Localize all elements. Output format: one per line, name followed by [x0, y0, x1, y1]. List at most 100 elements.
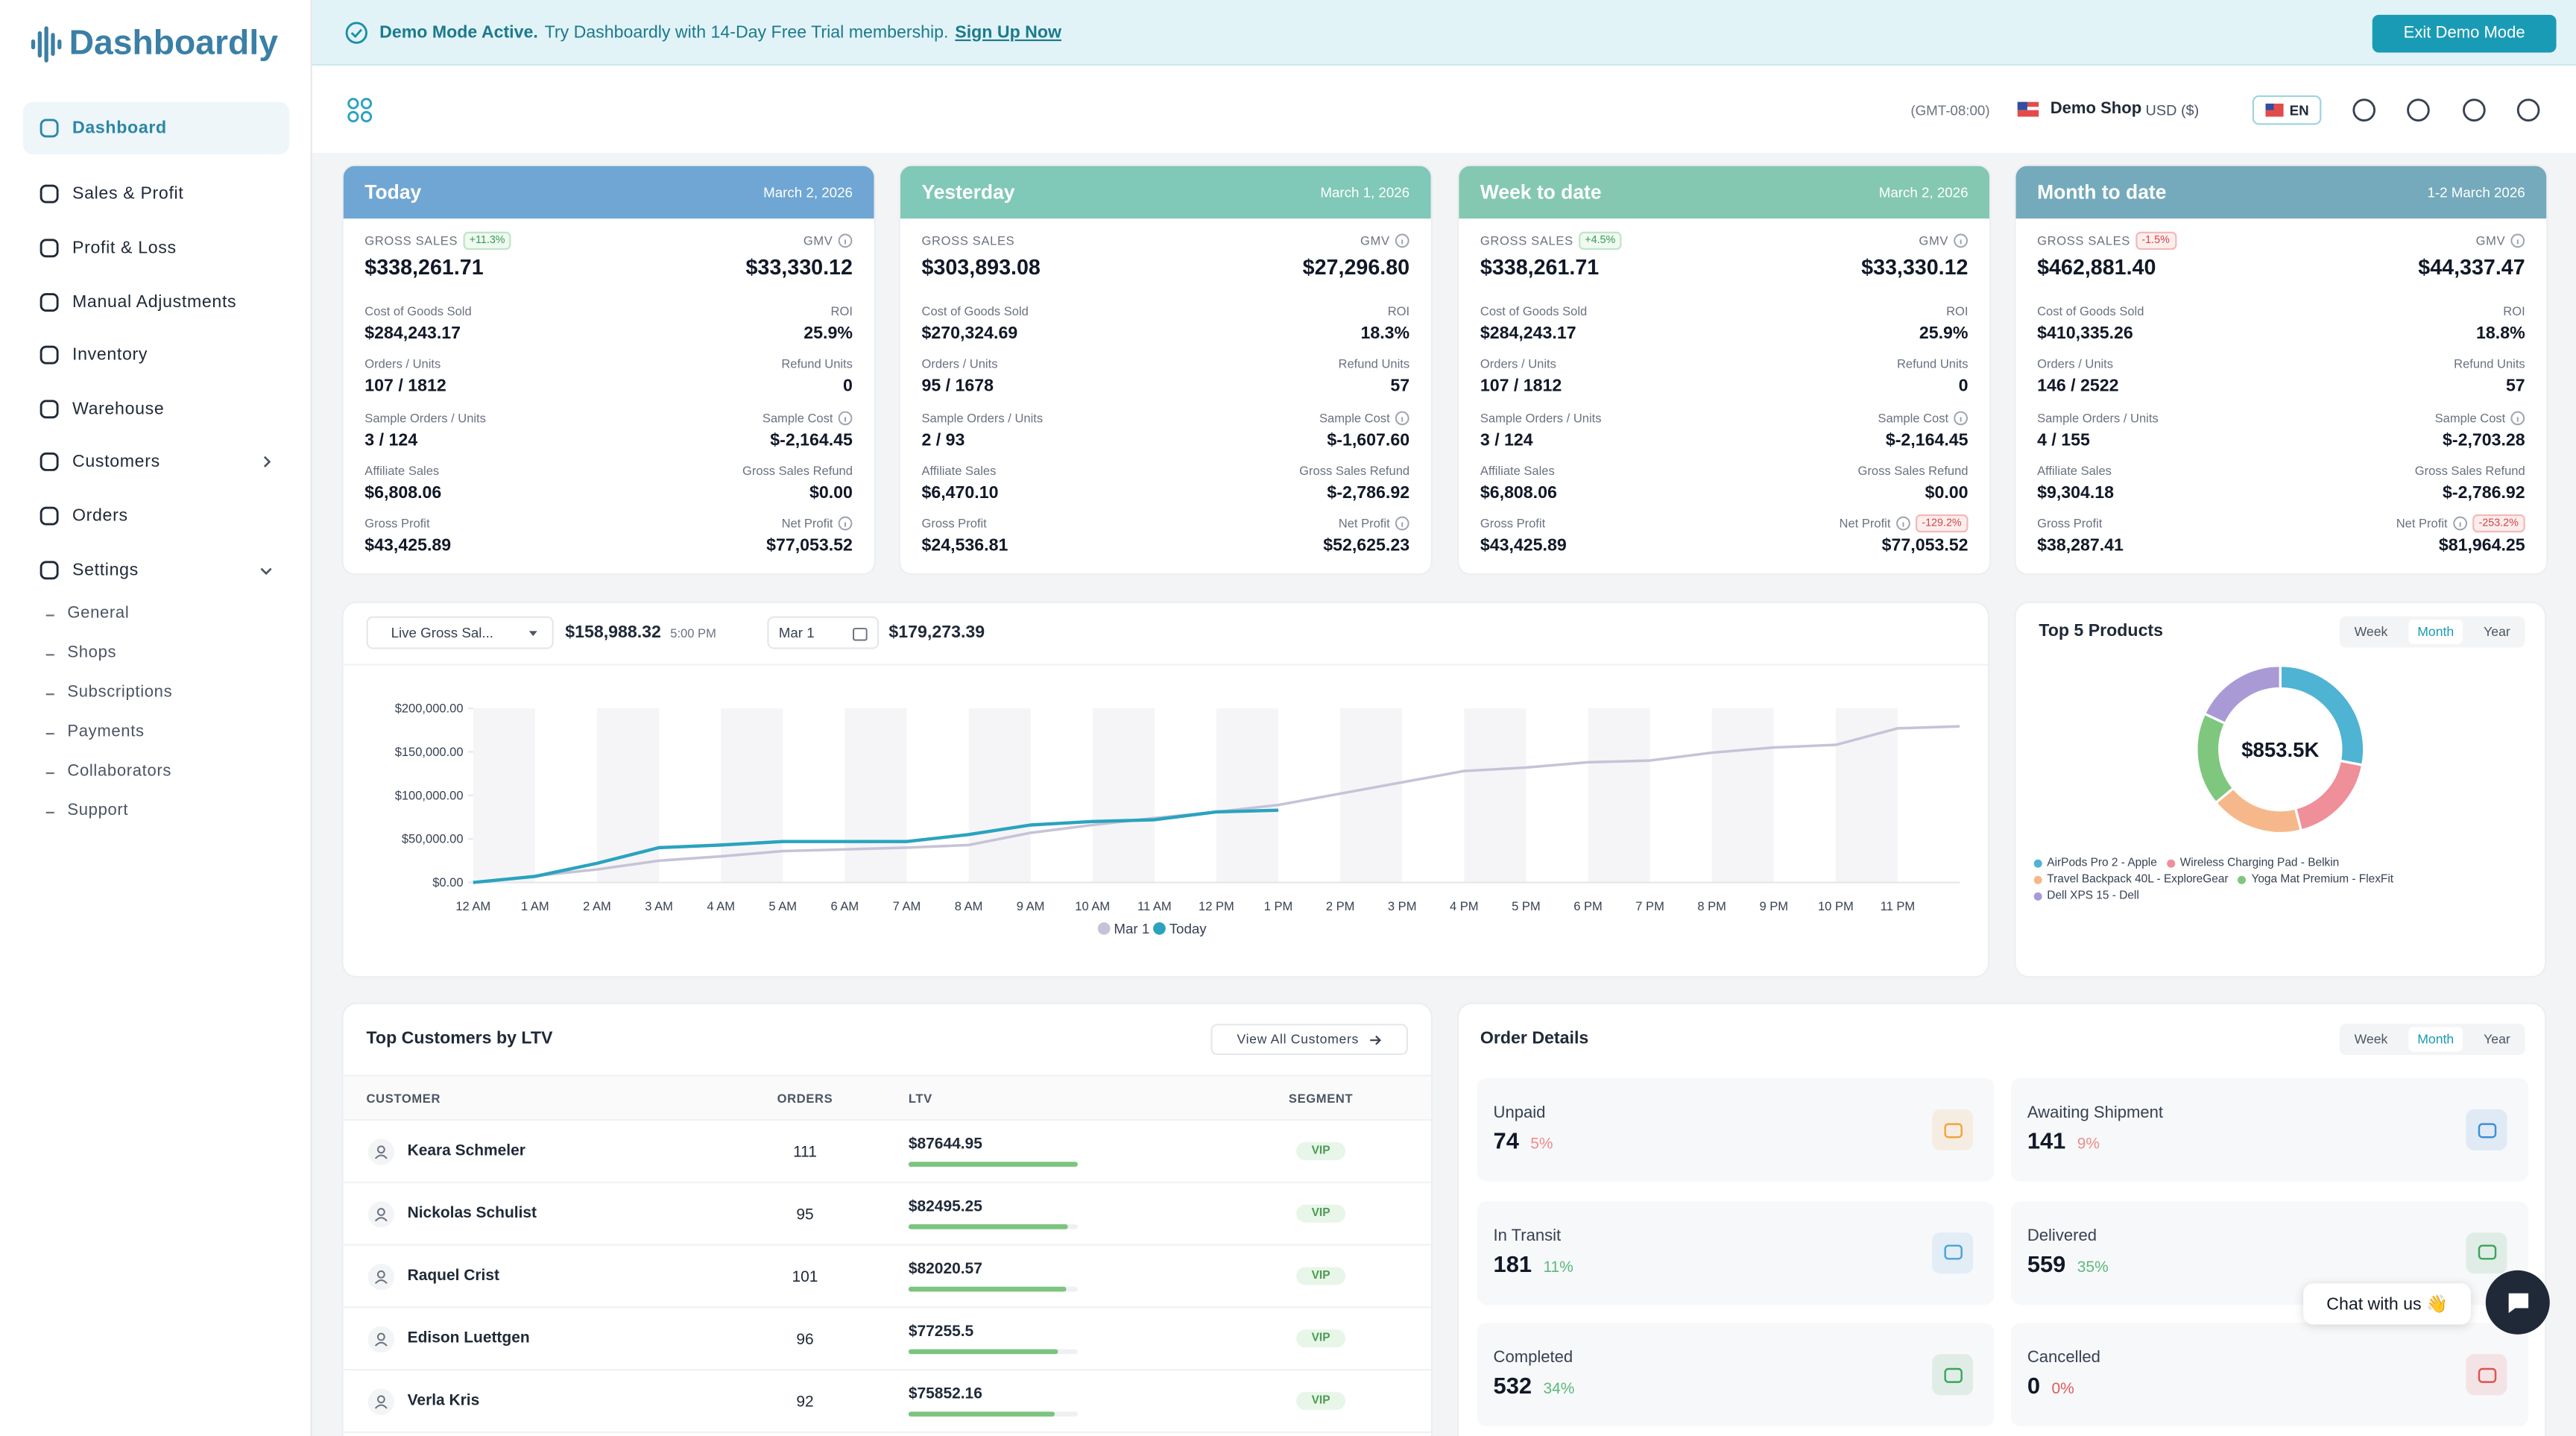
stat-label-row: Orders / Units — [2037, 355, 2118, 371]
stat-value: 57 — [2505, 376, 2525, 397]
nav-item[interactable]: Sales & Profit — [23, 168, 289, 221]
x-tick-label: 9 PM — [1759, 899, 1788, 913]
status-icon — [1932, 1231, 1974, 1273]
info-circle — [2510, 410, 2525, 425]
stat-left: Orders / Units 146 / 2522 — [2037, 355, 2118, 396]
stat-right: Sample Cost $-2,703.28 — [2435, 409, 2525, 450]
demo-banner: Demo Mode Active. Try Dashboardly with 14… — [312, 0, 2576, 66]
sub-nav-label[interactable]: Subscriptions — [67, 683, 173, 702]
sub-nav-label[interactable]: Support — [67, 802, 129, 820]
icon-shape — [40, 119, 59, 138]
icon-outline — [2477, 1244, 2496, 1260]
stat-label-row: Cost of Goods Sold — [922, 303, 1029, 319]
stat-value: $9,304.18 — [2037, 483, 2115, 503]
status-tile: In Transit 181 11% — [1477, 1200, 1995, 1304]
info-icon — [838, 515, 853, 530]
nav-icon — [40, 506, 59, 526]
period-option[interactable]: Week — [2354, 1032, 2388, 1048]
panel-title: Top Customers by LTV — [366, 1028, 553, 1049]
stat-label: GROSS SALES — [364, 232, 458, 248]
chat-prompt[interactable]: Chat with us 👋 — [2303, 1283, 2471, 1325]
stat-value: $27,296.80 — [1302, 254, 1410, 280]
header-icon[interactable] — [2405, 97, 2431, 123]
period-option[interactable]: Month — [2409, 619, 2463, 645]
customer-name: Edison Luettgen — [407, 1329, 530, 1348]
date-picker[interactable]: Mar 1 — [767, 616, 880, 649]
status-share: 9% — [2077, 1136, 2100, 1154]
status-tile: Delivered 559 35% — [2010, 1200, 2529, 1304]
stat-label-row: Sample Orders / Units — [1480, 409, 1602, 426]
legend-swatch — [2167, 859, 2176, 868]
stat-right: ROI 18.3% — [1360, 303, 1409, 344]
segment-badge: VIP — [1296, 1329, 1346, 1348]
info-icon — [1395, 410, 1409, 425]
period-option[interactable]: Year — [2484, 624, 2510, 640]
period-option[interactable]: Year — [2484, 1032, 2510, 1048]
period-option[interactable]: Week — [2354, 624, 2388, 640]
sub-nav-label[interactable]: General — [67, 605, 130, 623]
status-icon — [2466, 1109, 2507, 1150]
stat-label: GMV — [803, 232, 833, 248]
legend-label: Mar 1 — [1114, 921, 1149, 936]
avatar-head — [376, 1145, 385, 1154]
view-all-button[interactable]: View All Customers — [1210, 1024, 1408, 1056]
stat-label: Sample Cost — [1319, 409, 1390, 425]
header-icon[interactable] — [2351, 97, 2377, 123]
card-date: March 2, 2026 — [763, 183, 853, 201]
stat-value: $-2,703.28 — [2443, 430, 2525, 450]
info-circle — [2452, 515, 2467, 530]
shop-name[interactable]: Demo Shop — [2050, 100, 2142, 119]
stat-value: $-1,607.60 — [1327, 430, 1410, 450]
nav-item[interactable]: Warehouse — [23, 383, 289, 436]
stat-label: Cost of Goods Sold — [1480, 303, 1588, 318]
stat-value: $-2,786.92 — [2443, 483, 2525, 503]
toolbar-divider — [343, 664, 1988, 666]
stat-right: ROI 18.8% — [2476, 303, 2525, 344]
banner-link[interactable]: Sign Up Now — [955, 22, 1062, 42]
sub-nav-label[interactable]: Payments — [67, 722, 145, 742]
stat-right: Refund Units 57 — [2454, 355, 2525, 396]
stat-value: $52,625.23 — [1323, 535, 1410, 555]
stat-left: GROSS SALES +4.5% $338,261.71 — [1480, 230, 1623, 280]
nav-item[interactable]: Customers — [23, 435, 289, 488]
stat-label: Orders / Units — [2037, 356, 2114, 371]
language-select[interactable]: EN — [2252, 95, 2322, 125]
sub-nav-label[interactable]: Shops — [67, 644, 117, 663]
stat-label-row: Cost of Goods Sold — [2037, 303, 2144, 319]
info-icon — [1395, 233, 1409, 248]
column-band — [1464, 708, 1527, 883]
chat-icon — [2507, 1292, 2528, 1312]
stat-value: $24,536.81 — [921, 535, 1008, 555]
legend-swatch — [2033, 892, 2042, 901]
sub-nav-label[interactable]: Collaborators — [67, 762, 172, 781]
header-icon[interactable] — [2461, 97, 2487, 123]
calendar-shape — [853, 626, 868, 640]
chat-button[interactable] — [2485, 1270, 2550, 1335]
nav-item[interactable]: Inventory — [23, 329, 289, 382]
stat-right: Refund Units 0 — [781, 355, 853, 396]
stat-left: Cost of Goods Sold $410,335.26 — [2037, 303, 2144, 344]
metric-select[interactable]: Live Gross Sal... — [366, 616, 554, 649]
x-tick-label: 6 AM — [831, 899, 859, 913]
nav-item[interactable]: Dashboard — [22, 101, 289, 155]
icon-shape — [1943, 1367, 1962, 1382]
nav-item[interactable]: Manual Adjustments — [23, 276, 289, 329]
card-date: March 2, 2026 — [1878, 183, 1969, 201]
info-circle — [838, 410, 853, 425]
exit-demo-button[interactable]: Exit Demo Mode — [2372, 14, 2557, 53]
nav-item[interactable]: Orders — [23, 490, 289, 543]
donut-slice — [2214, 786, 2303, 835]
status-tile: Completed 532 34% — [1477, 1323, 1995, 1427]
stat-value: $0.00 — [809, 483, 853, 503]
nav-item[interactable]: Settings — [23, 544, 289, 597]
stat-label: Orders / Units — [921, 356, 998, 371]
stat-value: $77,053.52 — [1881, 535, 1969, 555]
stat-left: Sample Orders / Units 4 / 155 — [2037, 409, 2159, 450]
period-option[interactable]: Month — [2409, 1027, 2463, 1052]
column-band — [1711, 708, 1774, 883]
header-icon[interactable] — [2515, 97, 2541, 123]
stat-right: Gross Sales Refund $0.00 — [742, 462, 853, 503]
nav-label: Manual Adjustments — [72, 292, 237, 312]
nav-item[interactable]: Profit & Loss — [23, 222, 289, 275]
logo[interactable]: Dashboardly — [30, 25, 278, 64]
